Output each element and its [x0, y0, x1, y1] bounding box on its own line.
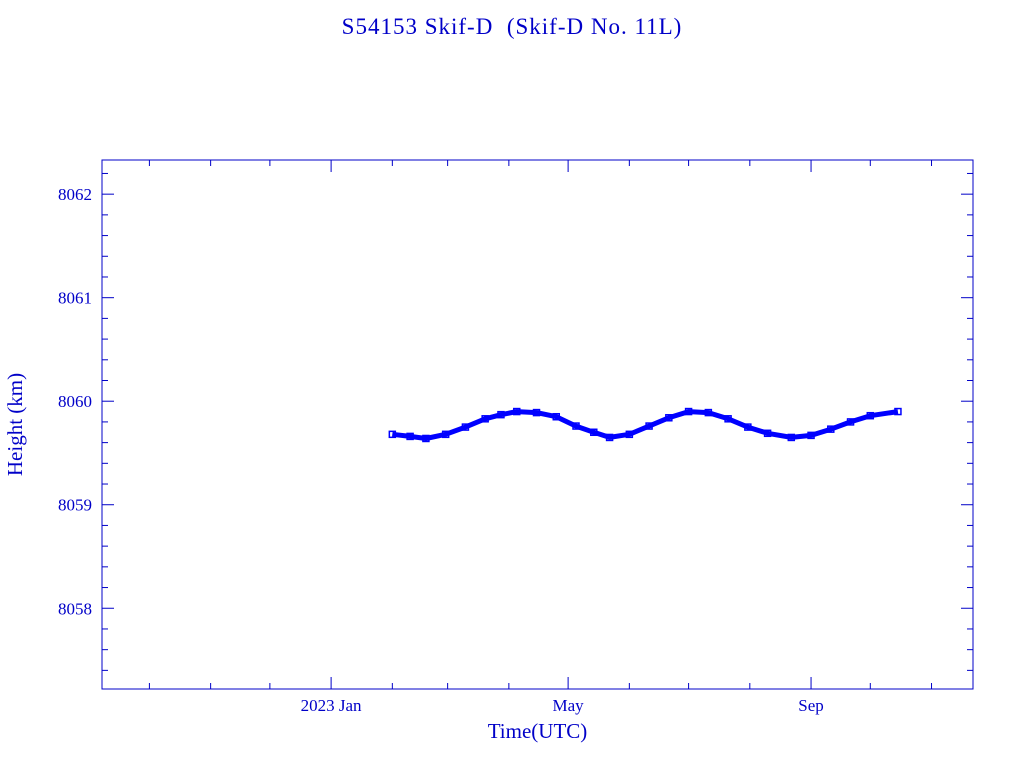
data-point — [807, 431, 815, 440]
data-point — [552, 412, 561, 421]
data-point — [894, 407, 902, 416]
y-tick-label: 8061 — [58, 289, 92, 308]
y-tick-label: 8060 — [58, 392, 92, 411]
data-point — [406, 432, 414, 441]
data-point — [787, 433, 796, 442]
data-point — [481, 415, 489, 423]
x-tick-label: 2023 Jan — [301, 696, 362, 715]
data-point — [461, 423, 470, 431]
data-point — [513, 407, 521, 416]
x-axis-label: Time(UTC) — [488, 719, 588, 743]
data-point — [846, 418, 855, 426]
data-point — [590, 428, 598, 437]
data-point — [866, 411, 875, 420]
data-point — [625, 430, 634, 439]
data-point — [572, 422, 580, 430]
data-point — [497, 410, 505, 419]
data-point — [532, 408, 541, 417]
y-axis-label: Height (km) — [3, 373, 27, 476]
x-tick-label: May — [553, 696, 585, 715]
y-tick-label: 8058 — [58, 599, 92, 618]
plot-frame — [101, 159, 974, 690]
data-point — [827, 425, 835, 433]
data-point — [665, 414, 673, 422]
data-point — [388, 430, 397, 439]
data-point — [605, 433, 614, 442]
y-tick-label: 8062 — [58, 185, 92, 204]
data-point — [441, 430, 450, 439]
data-point — [704, 408, 713, 417]
data-point — [744, 423, 752, 431]
data-point — [763, 429, 772, 438]
data-point — [724, 415, 732, 423]
data-series-line — [392, 409, 899, 441]
chart-title: S54153 Skif-D (Skif-D No. 11L) — [341, 14, 683, 39]
data-point — [684, 407, 693, 416]
y-tick-label: 8059 — [58, 496, 92, 515]
data-point — [645, 422, 653, 430]
data-point — [422, 434, 430, 443]
x-tick-label: Sep — [798, 696, 824, 715]
